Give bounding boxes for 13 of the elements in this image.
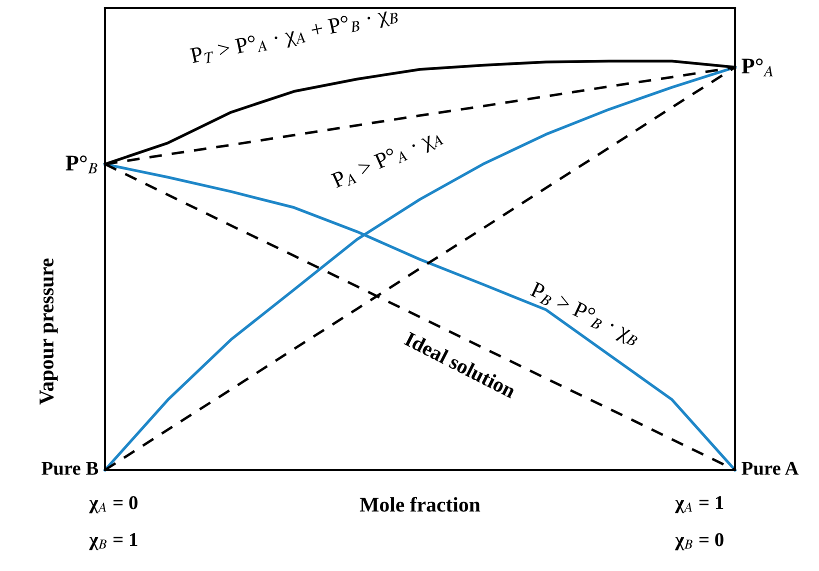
annotation: P$_{A}$ > P°$_{A}$ · χ$_{A}$ xyxy=(330,127,444,192)
text: Pure A xyxy=(742,462,799,475)
x-axis-title: Mole fraction xyxy=(360,496,480,512)
text: Pure B xyxy=(42,462,98,475)
text: χ$_{B}$ = 0 xyxy=(675,533,724,550)
text: P°$_{B}$ xyxy=(66,156,98,174)
y-axis-title: Vapour pressure xyxy=(40,258,58,405)
text: P°$_{A}$ xyxy=(742,58,773,76)
text: χ$_{B}$ = 1 xyxy=(89,533,138,550)
annotation: P$_{B}$ > P°$_{B}$ · χ$_{B}$ xyxy=(528,281,642,348)
text: χ$_{A}$ = 0 xyxy=(89,496,138,514)
text: χ$_{A}$ = 1 xyxy=(675,496,724,514)
text: P$_{T}$ > P°$_{A}$ · χ$_{A}$ + P°$_{B}$ · χ$_{B}$ xyxy=(190,11,399,64)
